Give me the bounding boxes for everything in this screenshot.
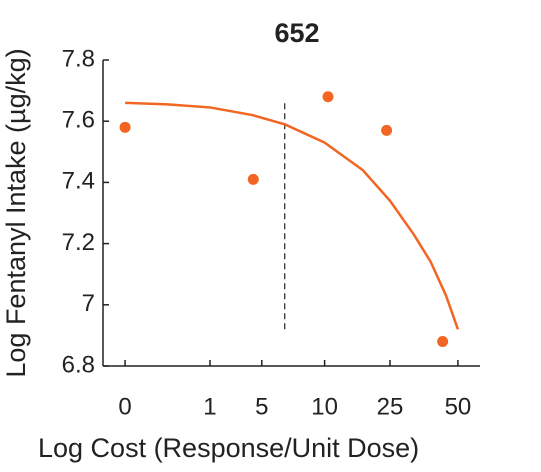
y-tick-label: 7.2 <box>62 229 95 256</box>
data-point <box>322 91 334 103</box>
x-axis-label: Log Cost (Response/Unit Dose) <box>38 433 419 463</box>
x-tick-label: 50 <box>445 393 472 420</box>
chart-title: 652 <box>274 18 319 48</box>
data-point <box>437 336 449 348</box>
y-tick-label: 7.6 <box>62 107 95 134</box>
x-tick-label: 0 <box>118 393 131 420</box>
data-point <box>247 173 259 185</box>
x-tick-label: 25 <box>377 393 404 420</box>
y-tick-label: 7.8 <box>62 45 95 72</box>
x-tick-label: 10 <box>311 393 338 420</box>
y-tick-label: 6.8 <box>62 351 95 378</box>
data-point <box>119 121 131 133</box>
data-point <box>381 124 393 136</box>
fit-curve <box>125 101 460 330</box>
x-tick-label: 1 <box>203 393 216 420</box>
x-tick-label: 5 <box>255 393 268 420</box>
y-tick-label: 7.4 <box>62 168 95 195</box>
y-tick-label: 7 <box>82 290 95 317</box>
y-axis-label: Log Fentanyl Intake (µg/kg) <box>1 48 31 377</box>
